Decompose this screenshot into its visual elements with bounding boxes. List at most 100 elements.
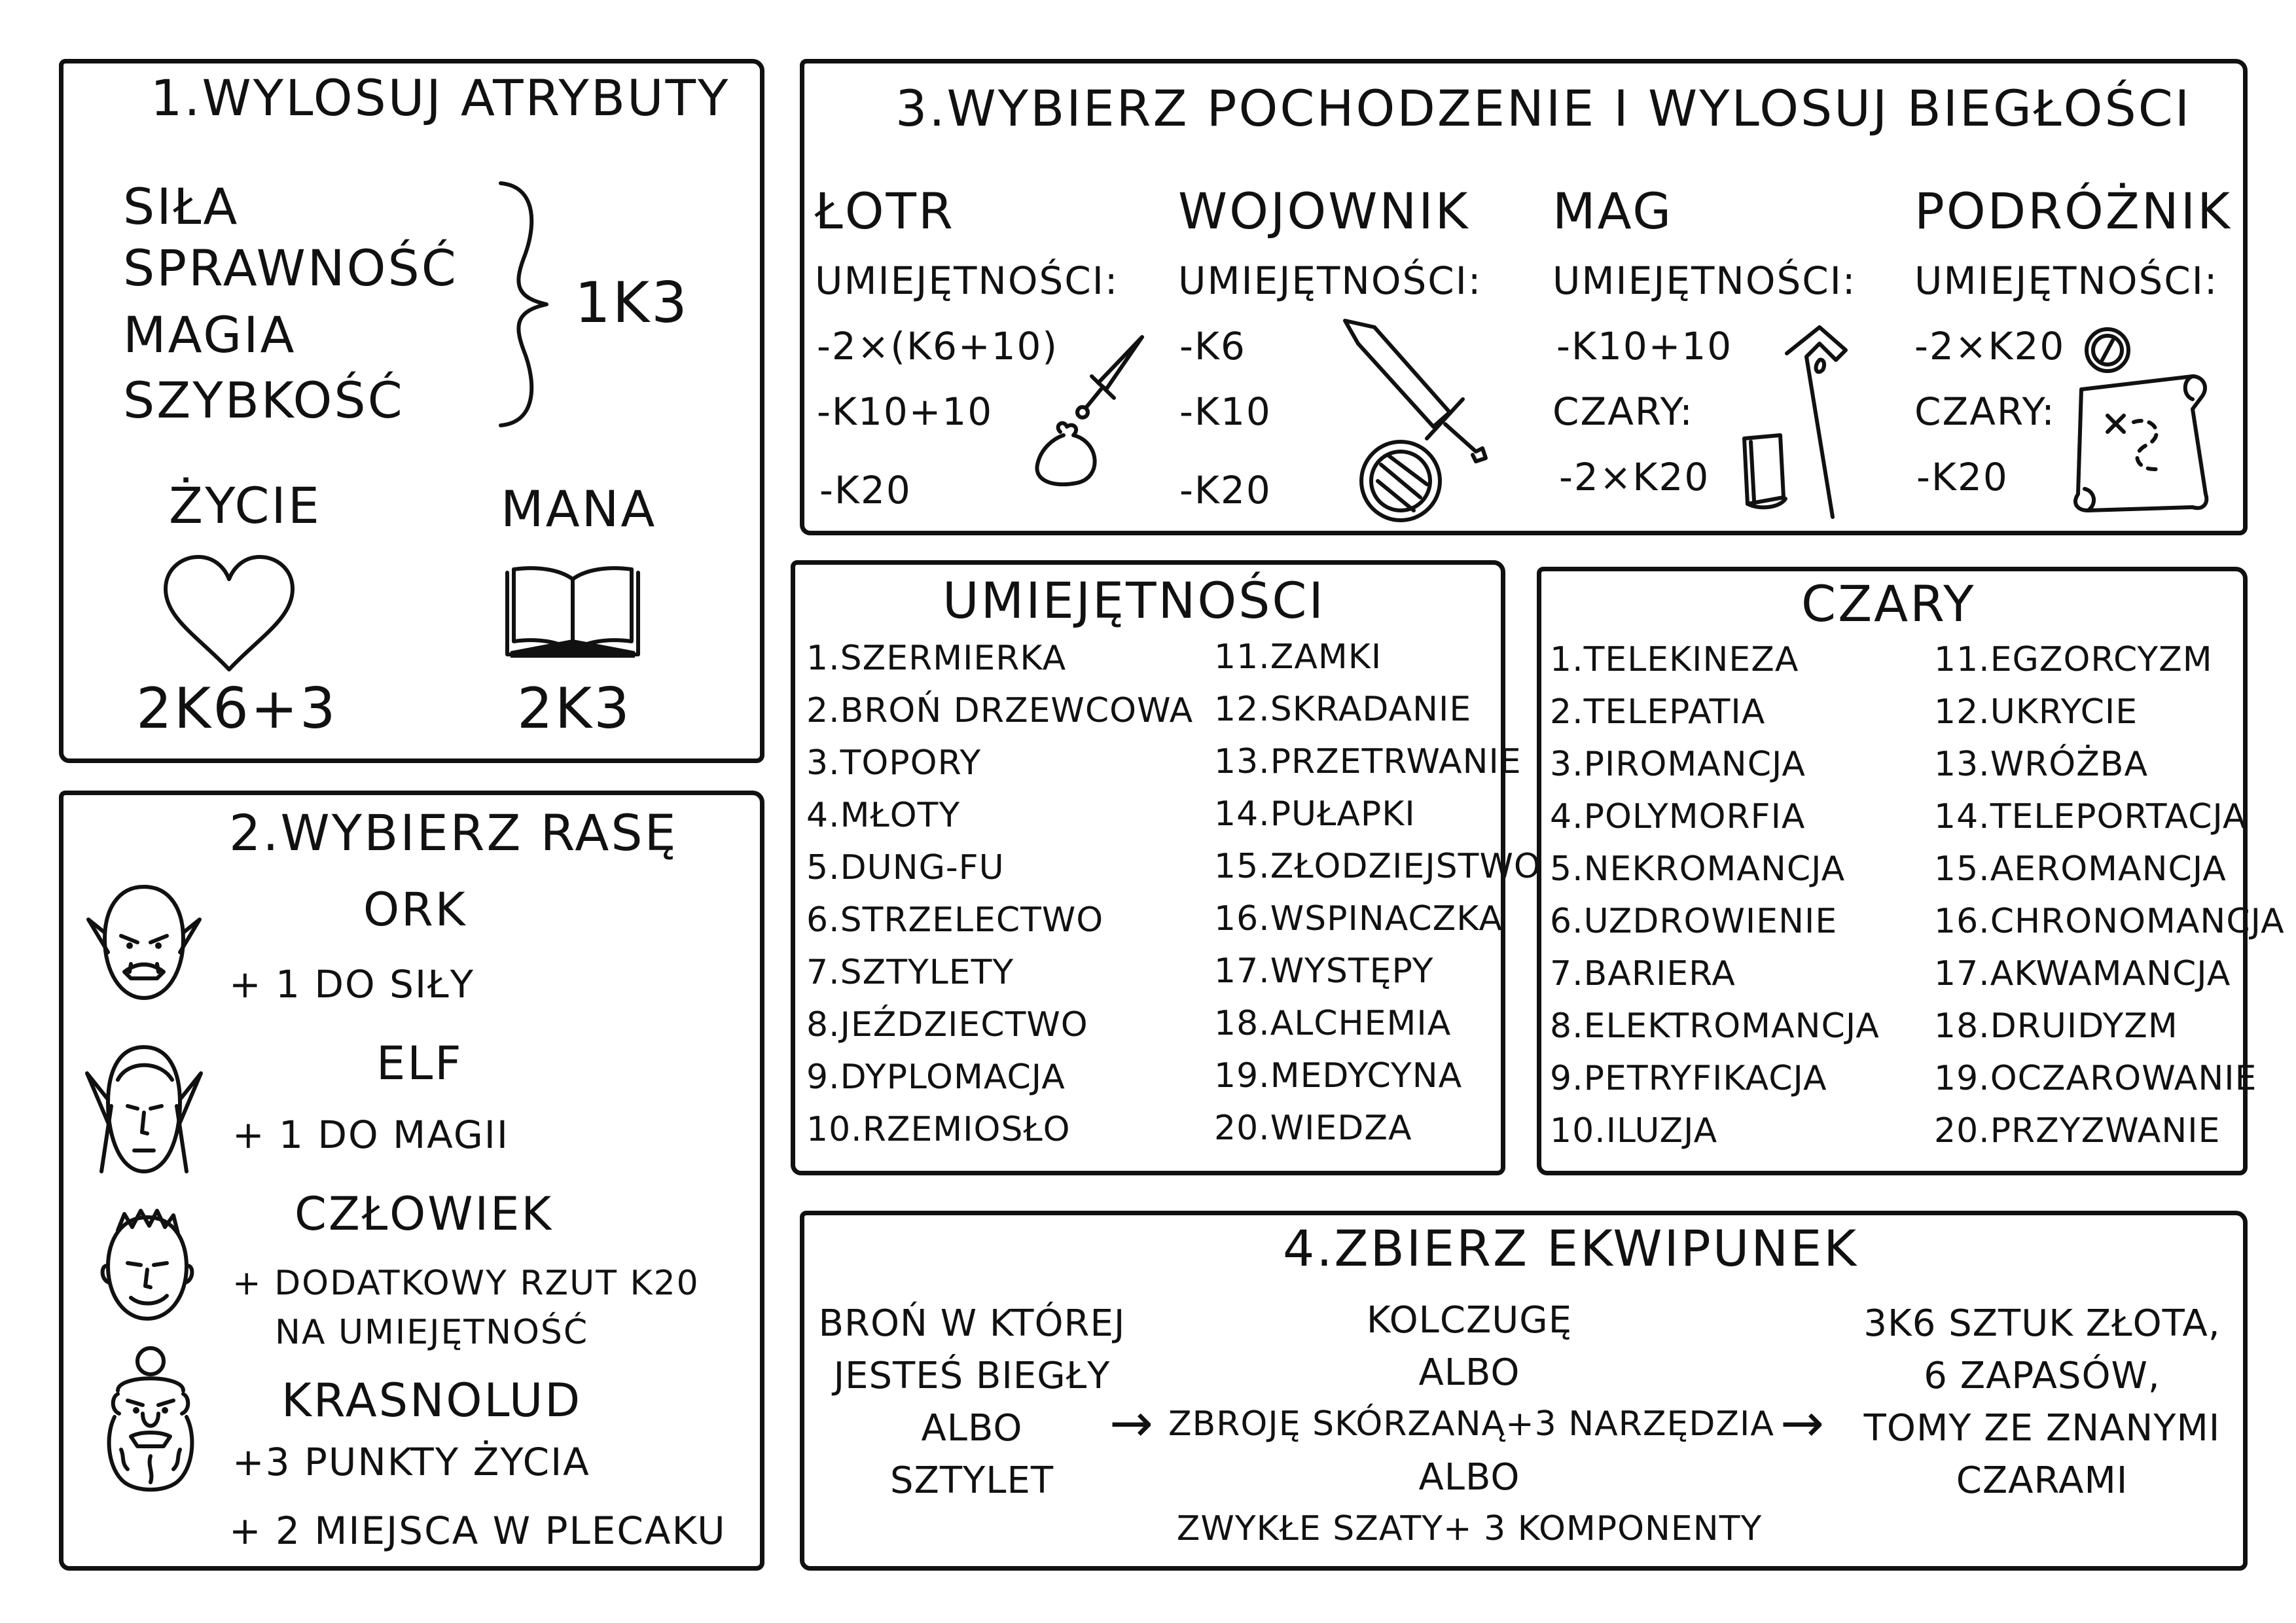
spell-13: 13.WRÓŻBA (1934, 745, 2149, 784)
spell-16: 16.CHRONOMANCJA (1934, 902, 2285, 941)
class-podroznik-line-2: CZARY: (1914, 389, 2056, 434)
spell-1: 1.TELEKINEZA (1550, 640, 1799, 679)
skill-7: 7.SZTYLETY (806, 953, 1014, 992)
curly-brace-icon (499, 181, 548, 427)
spell-6: 6.UZDROWIENIE (1550, 902, 1838, 941)
sword-and-shield-icon (1343, 319, 1488, 522)
dwarf-face-icon (107, 1346, 194, 1492)
spell-20: 20.PRZYZWANIE (1934, 1111, 2221, 1150)
class-mag-line-3: -2×K20 (1559, 455, 1710, 499)
skill-17: 17.WYSTĘPY (1214, 952, 1434, 991)
treasure-map-icon (2073, 374, 2209, 512)
skill-8: 8.JEŹDZIECTWO (806, 1005, 1088, 1044)
dagger-and-pouch-icon (1035, 335, 1144, 487)
spell-17: 17.AKWAMANCJA (1934, 954, 2231, 993)
race-dwarf-name: KRASNOLUD (281, 1374, 583, 1427)
class-mag-name: MAG (1552, 182, 1674, 240)
spell-4: 4.POLYMORFIA (1550, 797, 1806, 836)
equipment-col1-line-3: ALBO (921, 1407, 1023, 1450)
equipment-col3-line-2: 6 ZAPASÓW, (1924, 1355, 2161, 1397)
race-human-name: CZŁOWIEK (295, 1187, 554, 1241)
equipment-col2-line-2: ALBO (1418, 1351, 1520, 1394)
spell-10: 10.ILUZJA (1550, 1111, 1718, 1150)
spell-2: 2.TELEPATIA (1550, 692, 1766, 732)
equipment-col2-line-1: KOLCZUGĘ (1366, 1299, 1573, 1342)
attributes-title: 1.WYLOSUJ ATRYBUTY (151, 69, 730, 127)
spell-5: 5.NEKROMANCJA (1550, 849, 1846, 889)
class-wojownik-line-3: -K20 (1179, 468, 1272, 512)
race-ork-bonus: + 1 DO SIŁY (229, 962, 475, 1007)
race-human-bonus-2: NA UMIEJĘTNOŚĆ (275, 1313, 589, 1352)
skill-18: 18.ALCHEMIA (1214, 1004, 1452, 1043)
life-value: 2K6+3 (136, 676, 338, 741)
class-mag-skills-label: UMIEJĘTNOŚCI: (1552, 259, 1857, 303)
spell-18: 18.DRUIDYZM (1934, 1007, 2178, 1046)
spell-8: 8.ELEKTROMANCJA (1550, 1007, 1880, 1046)
equipment-arrow-2: → (1780, 1393, 1825, 1454)
class-lotr-line-3: -K20 (819, 468, 912, 512)
skill-1: 1.SZERMIERKA (806, 639, 1067, 678)
elf-face-icon (85, 1045, 203, 1173)
spell-15: 15.AEROMANCJA (1934, 849, 2227, 889)
skill-9: 9.DYPLOMACJA (806, 1058, 1066, 1097)
panel-equipment (800, 1211, 2248, 1571)
class-podroznik-line-3: -K20 (1916, 455, 2009, 499)
origin-title: 3.WYBIERZ POCHODZENIE I WYLOSUJ BIEGŁOŚC… (895, 79, 2192, 137)
skill-15: 15.ZŁODZIEJSTWO (1214, 847, 1541, 886)
equipment-col1-line-1: BROŃ W KTÓREJ (818, 1302, 1126, 1345)
attribute-magia: MAGIA (123, 306, 296, 364)
equipment-arrow-1: → (1109, 1393, 1155, 1454)
class-wojownik-name: WOJOWNIK (1178, 182, 1470, 240)
race-human-bonus-1: + DODATKOWY RZUT K20 (232, 1264, 700, 1303)
class-lotr-name: ŁOTR (815, 182, 955, 240)
class-lotr-line-2: -K10+10 (817, 389, 994, 434)
race-ork-name: ORK (363, 883, 467, 936)
class-podroznik-line-1: -2×K20 (1914, 324, 2066, 368)
attribute-roll: 1K3 (575, 270, 689, 336)
compass-icon (2085, 327, 2130, 373)
equipment-col3-line-3: TOMY ZE ZNANYMI (1863, 1407, 2221, 1450)
human-face-icon (100, 1209, 194, 1321)
class-lotr-skills-label: UMIEJĘTNOŚCI: (815, 259, 1119, 303)
spell-19: 19.OCZAROWANIE (1934, 1059, 2257, 1098)
skill-5: 5.DUNG-FU (806, 848, 1005, 887)
equipment-col1-line-4: SZTYLET (889, 1459, 1054, 1502)
skill-20: 20.WIEDZA (1214, 1109, 1412, 1148)
skill-10: 10.RZEMIOSŁO (806, 1110, 1071, 1149)
class-mag-line-2: CZARY: (1552, 389, 1694, 434)
skill-16: 16.WSPINACZKA (1214, 899, 1503, 938)
spell-12: 12.UKRYCIE (1934, 692, 2138, 732)
book-icon (505, 566, 640, 658)
panel-spells (1537, 567, 2248, 1175)
race-elf-bonus: + 1 DO MAGII (232, 1113, 509, 1157)
equipment-col2-line-4: ALBO (1418, 1456, 1520, 1499)
race-dwarf-bonus-2: + 2 MIEJSCA W PLECAKU (229, 1508, 726, 1553)
race-dwarf-bonus-1: +3 PUNKTY ŻYCIA (232, 1440, 590, 1484)
staff-and-spellbook-icon (1742, 325, 1848, 519)
equipment-col3-line-1: 3K6 SZTUK ZŁOTA, (1863, 1302, 2221, 1345)
spell-9: 9.PETRYFIKACJA (1550, 1059, 1827, 1098)
skill-19: 19.MEDYCYNA (1214, 1056, 1463, 1096)
class-wojownik-line-1: -K6 (1179, 324, 1246, 368)
spell-3: 3.PIROMANCJA (1550, 745, 1806, 784)
class-lotr-line-1: -2×(K6+10) (817, 324, 1059, 368)
skill-12: 12.SKRADANIE (1214, 690, 1472, 729)
spell-11: 11.EGZORCYZM (1934, 640, 2213, 679)
spell-14: 14.TELEPORTACJA (1934, 797, 2247, 836)
class-wojownik-line-2: -K10 (1179, 389, 1272, 434)
class-podroznik-skills-label: UMIEJĘTNOŚCI: (1914, 259, 2219, 303)
skill-13: 13.PRZETRWANIE (1214, 742, 1522, 781)
skill-11: 11.ZAMKI (1214, 637, 1382, 677)
skill-14: 14.PUŁAPKI (1214, 794, 1416, 834)
panel-attributes (59, 59, 764, 763)
class-podroznik-name: PODRÓŻNIK (1914, 182, 2232, 240)
attribute-sprawnosc: SPRAWNOŚĆ (123, 239, 458, 297)
heart-icon (164, 555, 295, 671)
class-mag-line-1: -K10+10 (1556, 324, 1733, 368)
skill-4: 4.MŁOTY (806, 796, 961, 835)
mana-value: 2K3 (517, 676, 632, 741)
race-elf-name: ELF (376, 1037, 463, 1090)
equipment-col3-line-4: CZARAMI (1956, 1459, 2128, 1502)
skill-3: 3.TOPORY (806, 743, 982, 783)
panel-skills (791, 560, 1505, 1175)
